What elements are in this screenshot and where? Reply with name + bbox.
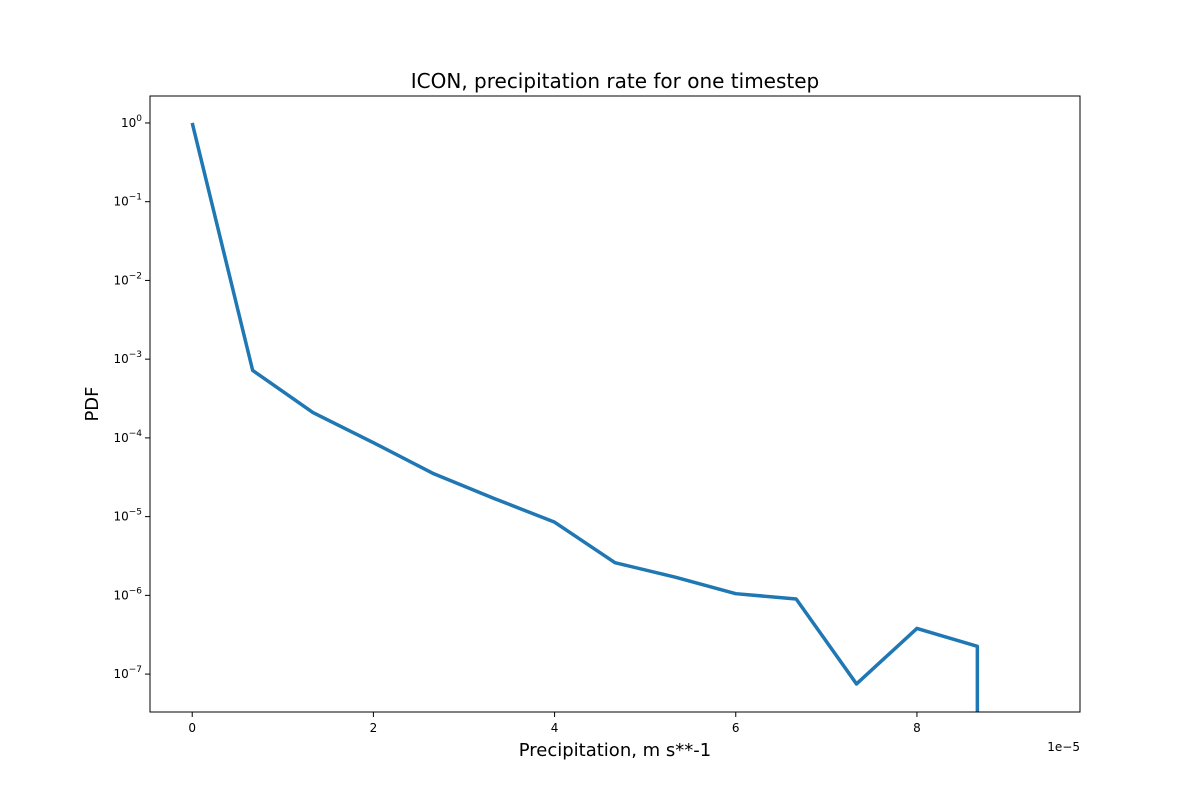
y-tick-label: 10−7 — [113, 665, 142, 681]
series-line-0 — [190, 122, 980, 712]
y-axis-ticks: 100 10−1 10−2 10−3 10−4 10−5 10−6 10−7 — [113, 114, 150, 681]
x-axis-offset-label: 1e−5 — [1047, 740, 1080, 754]
y-tick-label: 10−3 — [113, 350, 142, 366]
x-tick-label: 8 — [913, 721, 921, 735]
x-axis-ticks: 0 2 4 6 8 — [188, 712, 921, 735]
axes-frame — [149, 95, 1081, 713]
x-axis-label: Precipitation, m s**-1 — [519, 740, 712, 761]
x-tick-label: 6 — [732, 721, 740, 735]
plot-area — [190, 122, 980, 712]
chart-title: ICON, precipitation rate for one timeste… — [411, 69, 820, 93]
y-tick-label: 10−4 — [113, 429, 142, 445]
y-tick-label: 10−5 — [113, 508, 142, 524]
x-tick-label: 2 — [370, 721, 378, 735]
y-tick-label: 100 — [121, 114, 142, 130]
y-tick-label: 10−1 — [113, 193, 142, 209]
x-tick-label: 4 — [551, 721, 559, 735]
y-axis-label: PDF — [82, 386, 103, 421]
x-tick-label: 0 — [188, 721, 196, 735]
y-tick-label: 10−2 — [113, 271, 142, 287]
y-tick-label: 10−6 — [113, 586, 142, 602]
